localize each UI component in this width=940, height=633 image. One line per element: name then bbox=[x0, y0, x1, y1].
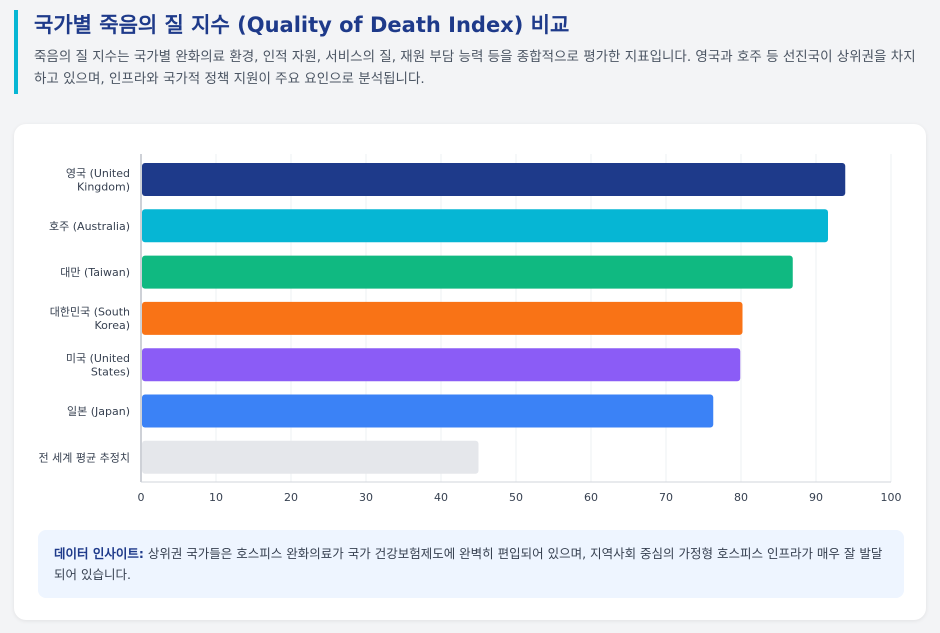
bar[interactable] bbox=[142, 255, 793, 289]
category-label: Korea) bbox=[95, 319, 130, 332]
x-tick-label: 50 bbox=[509, 491, 523, 504]
x-tick-label: 100 bbox=[881, 491, 902, 504]
bar[interactable] bbox=[142, 209, 828, 243]
category-label: 미국 (United bbox=[66, 352, 130, 365]
page-header: 국가별 죽음의 질 지수 (Quality of Death Index) 비교… bbox=[14, 10, 926, 94]
x-tick-label: 60 bbox=[584, 491, 598, 504]
x-tick-label: 0 bbox=[138, 491, 145, 504]
insight-text: 상위권 국가들은 호스피스 완화의료가 국가 건강보험제도에 완벽히 편입되어 … bbox=[54, 546, 883, 582]
x-tick-label: 70 bbox=[659, 491, 673, 504]
bar[interactable] bbox=[142, 163, 846, 196]
page-description: 죽음의 질 지수는 국가별 완화의료 환경, 인적 자원, 서비스의 질, 재원… bbox=[34, 49, 916, 87]
bar[interactable] bbox=[142, 348, 741, 382]
category-label: 대한민국 (South bbox=[50, 306, 130, 319]
category-label: 전 세계 평균 추정치 bbox=[39, 451, 130, 464]
x-tick-label: 80 bbox=[734, 491, 748, 504]
bar-chart: 0 10 20 30 40 50 60 70 80 90 100 영국 (UnitedKingdom)… bbox=[39, 154, 902, 504]
category-label: 대만 (Taiwan) bbox=[60, 266, 130, 279]
category-label: 호주 (Australia) bbox=[49, 220, 130, 233]
insight-label: 데이터 인사이트: bbox=[54, 546, 144, 561]
chart-card: 0 10 20 30 40 50 60 70 80 90 100 영국 (United Kingdom)… bbox=[14, 124, 926, 620]
x-tick-label: 20 bbox=[284, 491, 298, 504]
category-label: Kingdom) bbox=[77, 180, 130, 193]
bar[interactable] bbox=[142, 440, 479, 474]
x-tick-label: 40 bbox=[434, 491, 448, 504]
insight-box: 데이터 인사이트: 상위권 국가들은 호스피스 완화의료가 국가 건강보험제도에… bbox=[38, 530, 904, 598]
x-tick-label: 30 bbox=[359, 491, 373, 504]
category-label: 영국 (United bbox=[66, 167, 130, 180]
category-label: States) bbox=[91, 365, 130, 378]
page-title: 국가별 죽음의 질 지수 (Quality of Death Index) 비교 bbox=[34, 13, 570, 37]
x-tick-label: 90 bbox=[809, 491, 823, 504]
x-tick-label: 10 bbox=[209, 491, 223, 504]
bar[interactable] bbox=[142, 394, 714, 428]
bar[interactable] bbox=[142, 301, 743, 335]
category-label: 일본 (Japan) bbox=[67, 404, 130, 418]
